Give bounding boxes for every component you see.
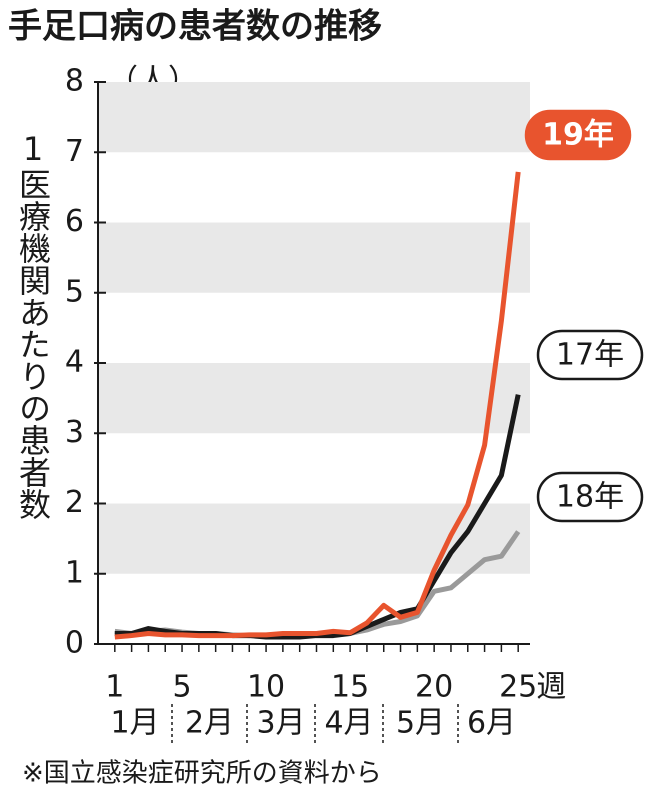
y-tick-label: 5: [65, 274, 84, 309]
month-label: 5月: [396, 706, 445, 741]
x-tick-label: 1: [105, 670, 124, 705]
x-unit: 週: [536, 670, 566, 705]
y-tick-label: 1: [65, 555, 84, 590]
legend-label: 18年: [556, 480, 624, 515]
y-tick-label: 6: [65, 204, 84, 239]
month-label: 4月: [324, 706, 373, 741]
month-label: 1月: [110, 706, 159, 741]
legend-badge: [524, 109, 632, 161]
legend-badge: [536, 471, 644, 523]
month-label: 6月: [467, 706, 516, 741]
month-label: 3月: [256, 706, 305, 741]
y-axis-label: 1医療機関あたりの患者数: [14, 130, 52, 520]
grid-band: [98, 363, 530, 434]
y-tick-label: 0: [65, 626, 84, 661]
y-tick-label: 8: [65, 64, 84, 99]
grid-band: [98, 503, 530, 574]
y-tick-label: 4: [65, 345, 84, 380]
x-tick-label: 15: [331, 670, 369, 705]
y-tick-label: 7: [65, 134, 84, 169]
x-tick-label: 25: [499, 670, 537, 705]
y-tick-label: 2: [65, 485, 84, 520]
x-tick-label: 5: [172, 670, 191, 705]
source-note: ※国立感染症研究所の資料から: [22, 759, 382, 789]
series-line: [114, 171, 521, 640]
legend-badge: [536, 329, 644, 381]
x-tick-label: 10: [247, 670, 285, 705]
chart-title: 手足口病の患者数の推移: [8, 7, 382, 47]
legend-label: 19年: [542, 118, 614, 153]
grid-band: [98, 222, 530, 293]
x-tick-label: 20: [415, 670, 453, 705]
legend-label: 17年: [556, 338, 624, 373]
grid-band: [98, 82, 530, 153]
y-tick-label: 3: [65, 415, 84, 450]
month-label: 2月: [185, 706, 234, 741]
